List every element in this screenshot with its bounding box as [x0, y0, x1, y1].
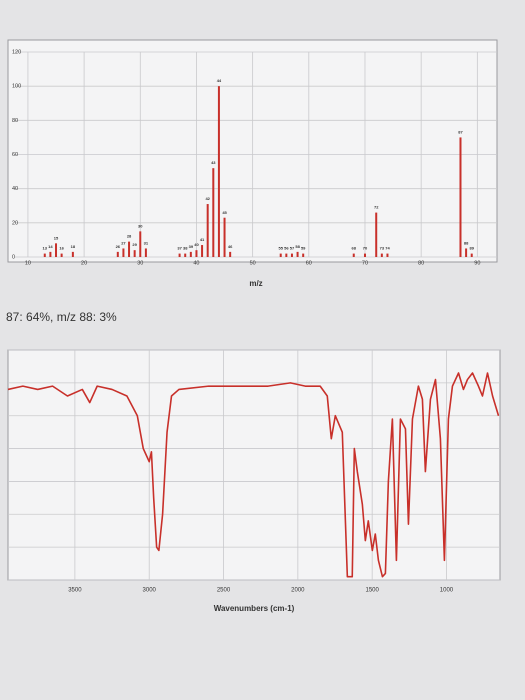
bar-label: 58	[295, 244, 300, 249]
x-tick-label: 50	[250, 260, 256, 266]
bar	[49, 251, 52, 257]
bar	[212, 168, 215, 257]
bar-label: 18	[71, 244, 76, 249]
bar-label: 68	[352, 246, 357, 251]
bar-label: 14	[48, 244, 53, 249]
bar-label: 74	[385, 246, 390, 251]
x-tick-label: 40	[193, 260, 199, 266]
x-tick-label: 2500	[217, 588, 231, 594]
bar-label: 26	[116, 244, 121, 249]
bar-label: 15	[54, 235, 59, 240]
bar-label: 55	[278, 246, 283, 251]
bar-label: 27	[121, 241, 126, 246]
bar-label: 46	[228, 244, 233, 249]
bar	[375, 212, 378, 257]
bar	[352, 253, 355, 257]
bar-label: 45	[222, 210, 227, 215]
bar	[144, 248, 147, 257]
bar	[296, 251, 299, 257]
x-axis-label: m/z	[249, 279, 262, 288]
bar-label: 56	[284, 246, 289, 251]
bar	[184, 253, 187, 257]
y-tick-label: 0	[12, 254, 15, 260]
bar-label: 16	[59, 246, 64, 251]
bar-label: 57	[290, 246, 295, 251]
y-tick-label: 80	[12, 118, 18, 124]
bar	[290, 253, 293, 257]
x-tick-label: 10	[25, 260, 31, 266]
bar	[459, 137, 462, 257]
x-tick-label: 1500	[365, 588, 379, 594]
bar-label: 40	[194, 242, 199, 247]
bar	[195, 250, 198, 257]
x-tick-label: 60	[306, 260, 312, 266]
bar-label: 73	[380, 246, 385, 251]
bar-label: 44	[217, 78, 222, 83]
bar-label: 42	[205, 196, 210, 201]
bar-label: 13	[43, 246, 48, 251]
bar	[285, 253, 288, 257]
bar	[380, 253, 383, 257]
x-tick-label: 70	[362, 260, 368, 266]
bar	[178, 253, 181, 257]
bar	[465, 248, 468, 257]
y-tick-label: 100	[12, 84, 21, 90]
x-tick-label: 3500	[68, 588, 82, 594]
bar-label: 39	[189, 244, 194, 249]
bar-label: 30	[138, 223, 143, 228]
bar-label: 70	[363, 246, 368, 251]
x-tick-label: 2000	[291, 588, 305, 594]
bar-label: 89	[469, 246, 474, 251]
bar-label: 59	[301, 246, 306, 251]
bar	[470, 253, 473, 257]
x-tick-label: 1000	[440, 588, 454, 594]
bar-label: 38	[183, 246, 188, 251]
bar	[302, 253, 305, 257]
bar	[223, 217, 226, 257]
bar	[122, 248, 125, 257]
y-tick-label: 60	[12, 152, 18, 158]
bar	[363, 253, 366, 257]
bar	[71, 251, 74, 257]
bar-label: 28	[127, 234, 132, 239]
caption: 87: 64%, m/z 88: 3%	[6, 310, 117, 324]
x-tick-label: 3000	[143, 588, 157, 594]
bar	[43, 253, 46, 257]
bar	[279, 253, 282, 257]
bar	[139, 231, 142, 257]
bar-label: 41	[200, 237, 205, 242]
bar	[116, 251, 119, 257]
y-tick-label: 40	[12, 186, 18, 192]
bar	[133, 250, 136, 257]
bar	[206, 204, 209, 257]
x-tick-label: 20	[81, 260, 87, 266]
bar	[386, 253, 389, 257]
y-tick-label: 20	[12, 220, 18, 226]
bar	[60, 253, 63, 257]
bar-label: 87	[458, 129, 463, 134]
x-tick-label: 30	[137, 260, 143, 266]
bar-label: 29	[132, 242, 137, 247]
bar-label: 43	[211, 160, 216, 165]
bar-label: 31	[144, 241, 149, 246]
bar-label: 37	[177, 246, 182, 251]
bar	[217, 86, 220, 258]
bar	[189, 251, 192, 257]
bar	[55, 243, 58, 257]
spectrum-line	[7, 372, 500, 578]
x-tick-label: 80	[418, 260, 424, 266]
bar-label: 72	[374, 205, 379, 210]
x-axis-label: Wavenumbers (cm-1)	[214, 604, 295, 613]
bar	[128, 241, 131, 257]
y-tick-label: 120	[12, 49, 21, 55]
bar-label: 88	[464, 241, 469, 246]
bar	[229, 251, 232, 257]
bar	[201, 245, 204, 257]
x-tick-label: 90	[474, 260, 480, 266]
